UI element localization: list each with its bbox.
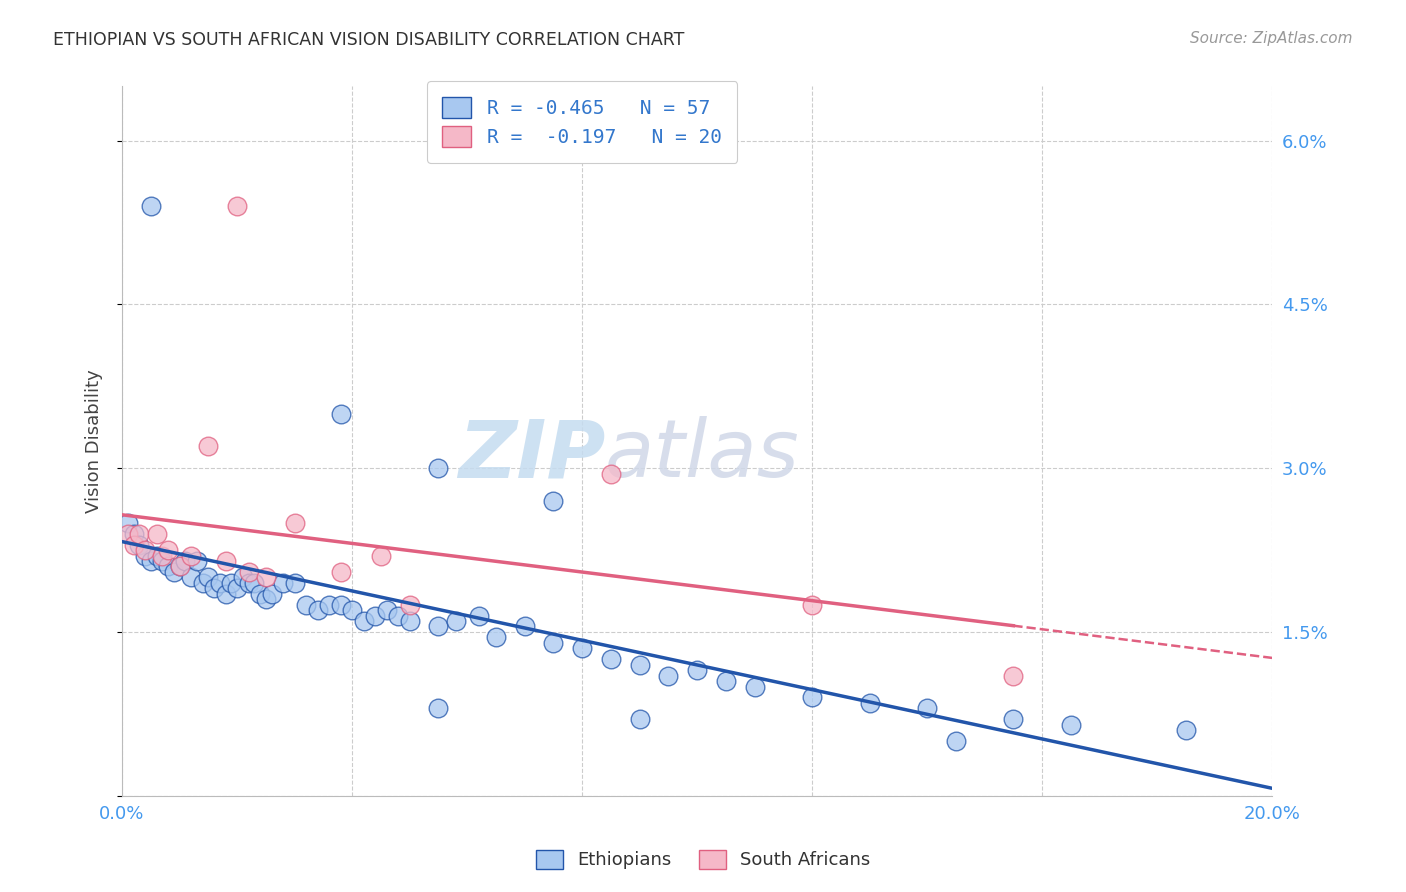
Point (169, 559, 191, 574)
Point (238, 565, 260, 579)
Point (657, 668, 679, 682)
Point (226, 199, 249, 213)
Point (238, 575, 260, 590)
Point (202, 581, 225, 595)
Point (340, 603, 363, 617)
Point (186, 554, 208, 568)
Point (387, 608, 409, 623)
Point (169, 559, 191, 574)
Point (599, 652, 621, 666)
Point (714, 674, 737, 689)
Point (801, 690, 824, 705)
Point (145, 549, 167, 563)
Point (254, 570, 277, 584)
Point (307, 603, 329, 617)
Point (214, 554, 236, 568)
Text: Source: ZipAtlas.com: Source: ZipAtlas.com (1189, 31, 1353, 46)
Point (122, 538, 145, 552)
Legend: Ethiopians, South Africans: Ethiopians, South Africans (527, 840, 879, 879)
Point (1002, 668, 1025, 682)
Point (543, 494, 565, 508)
Point (427, 701, 450, 715)
Text: ZIP: ZIP (458, 416, 605, 494)
Point (398, 598, 420, 612)
Point (139, 199, 162, 213)
Point (150, 549, 173, 563)
Point (271, 575, 294, 590)
Point (243, 575, 266, 590)
Point (427, 619, 450, 633)
Point (485, 631, 508, 645)
Point (329, 598, 352, 612)
Point (128, 538, 150, 552)
Point (370, 549, 392, 563)
Point (226, 581, 249, 595)
Point (117, 526, 139, 541)
Point (329, 407, 352, 421)
Point (945, 734, 967, 748)
Point (122, 526, 145, 541)
Point (260, 587, 283, 601)
Y-axis label: Vision Disability: Vision Disability (86, 369, 103, 513)
Point (284, 516, 307, 530)
Point (915, 701, 938, 715)
Point (543, 636, 565, 650)
Point (398, 614, 420, 628)
Point (249, 587, 271, 601)
Point (284, 575, 307, 590)
Point (467, 608, 489, 623)
Point (150, 554, 173, 568)
Text: ETHIOPIAN VS SOUTH AFRICAN VISION DISABILITY CORRELATION CHART: ETHIOPIAN VS SOUTH AFRICAN VISION DISABI… (53, 31, 685, 49)
Point (163, 565, 186, 579)
Point (599, 467, 621, 481)
Point (628, 712, 651, 726)
Point (145, 526, 167, 541)
Point (254, 592, 277, 607)
Point (174, 554, 197, 568)
Point (318, 598, 340, 612)
Point (117, 516, 139, 530)
Point (180, 549, 202, 563)
Point (197, 439, 219, 453)
Point (1174, 723, 1197, 738)
Point (686, 663, 709, 677)
Point (214, 587, 236, 601)
Point (444, 614, 467, 628)
Point (329, 565, 352, 579)
Text: atlas: atlas (605, 416, 800, 494)
Point (128, 526, 150, 541)
Point (221, 575, 243, 590)
Point (197, 570, 219, 584)
Point (628, 657, 651, 672)
Point (427, 461, 450, 475)
Point (858, 696, 880, 710)
Point (208, 575, 231, 590)
Point (364, 608, 387, 623)
Point (375, 603, 398, 617)
Point (134, 549, 156, 563)
Point (1002, 712, 1025, 726)
Point (513, 619, 536, 633)
Point (191, 575, 214, 590)
Point (801, 598, 824, 612)
Point (157, 559, 180, 574)
Point (139, 554, 162, 568)
Point (353, 614, 375, 628)
Point (1060, 718, 1083, 732)
Point (157, 543, 180, 558)
Point (180, 570, 202, 584)
Point (134, 543, 156, 558)
Point (744, 680, 766, 694)
Point (232, 570, 254, 584)
Point (571, 641, 593, 656)
Point (295, 598, 318, 612)
Legend: R = -0.465   N = 57, R =  -0.197   N = 20: R = -0.465 N = 57, R = -0.197 N = 20 (426, 81, 738, 162)
